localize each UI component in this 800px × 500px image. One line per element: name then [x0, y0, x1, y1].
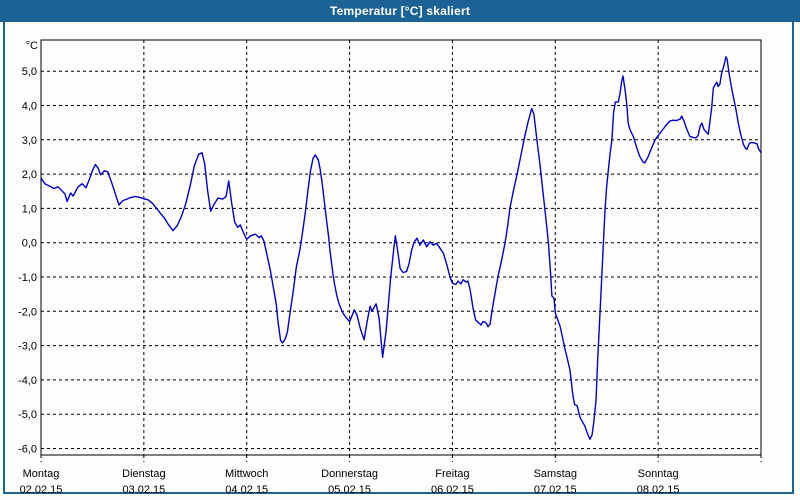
y-tick-label: -2,0	[18, 306, 37, 318]
temperature-chart: 5,0 4,0 3,0 2,0 1,0 0,0 -1,0 -2,0 -3,0 -4,0 -5,0 -6…	[18, 39, 762, 496]
day-name-label: Donnerstag	[321, 468, 378, 480]
day-date-label: 02.02.15	[20, 484, 63, 496]
y-tick-label: -3,0	[18, 341, 37, 353]
day-date-label: 05.02.15	[328, 484, 371, 496]
y-tick-label: 5,0	[22, 66, 37, 78]
plot-area	[41, 40, 761, 455]
day-name-label: Sonntag	[638, 468, 679, 480]
day-date-label: 06.02.15	[431, 484, 474, 496]
day-date-label: 03.02.15	[122, 484, 165, 496]
y-tick-label: 3,0	[22, 135, 37, 147]
window-title: Temperatur [°C] skaliert	[329, 4, 471, 18]
y-tick-label: 4,0	[22, 101, 37, 113]
y-tick-label: -1,0	[18, 272, 37, 284]
y-tick-label: -4,0	[18, 375, 37, 387]
y-tick-label: 1,0	[22, 203, 37, 215]
day-name-label: Mittwoch	[225, 468, 268, 480]
y-axis-unit-label: °C	[26, 40, 38, 52]
y-tick-label: -6,0	[18, 444, 37, 456]
plot-border	[40, 39, 762, 456]
day-name-label: Montag	[23, 468, 60, 480]
window-title-bar: Temperatur [°C] skaliert	[0, 0, 800, 22]
day-date-label: 08.02.15	[637, 484, 680, 496]
day-name-label: Samstag	[534, 468, 577, 480]
temperature-line	[40, 56, 762, 440]
day-name-label: Dienstag	[122, 468, 165, 480]
day-date-label: 07.02.15	[534, 484, 577, 496]
y-tick-label: -5,0	[18, 409, 37, 421]
day-date-label: 04.02.15	[225, 484, 268, 496]
day-name-label: Freitag	[435, 468, 469, 480]
y-tick-label: 0,0	[22, 238, 37, 250]
y-tick-label: 2,0	[22, 169, 37, 181]
